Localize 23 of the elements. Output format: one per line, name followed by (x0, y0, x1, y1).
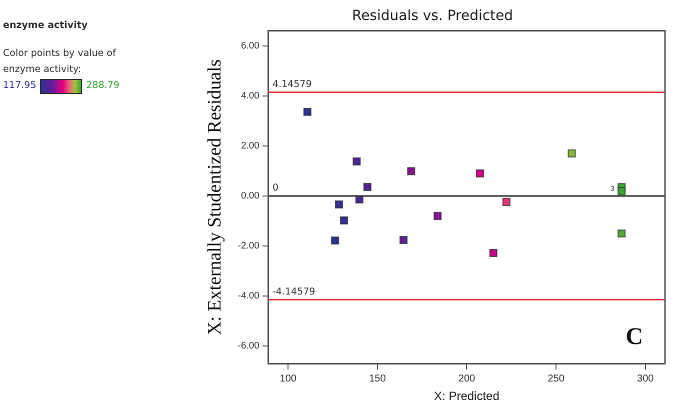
ref-line-label: 4.14579 (272, 78, 312, 90)
annotation: C (626, 324, 643, 350)
x-tick-label: 250 (548, 373, 565, 384)
legend-title: enzyme activity (3, 19, 89, 33)
chart-title: Residuals vs. Predicted (352, 8, 514, 24)
text: 288.79 (86, 79, 120, 93)
y-tick-label: 4.00 (240, 90, 260, 102)
y-tick-label: 0.00 (240, 190, 260, 202)
y-tick-label: 6.00 (240, 40, 260, 52)
ref-line-label: 0 (272, 182, 278, 194)
x-axis-title: X: Predicted (434, 389, 500, 404)
x-tick-label: 100 (280, 373, 297, 384)
x-tick-label: 150 (369, 373, 386, 384)
text: 117.95 (3, 79, 36, 93)
x-tick-label: 300 (637, 373, 654, 384)
x-tick-label: 200 (458, 373, 476, 384)
y-tick-label: -6.00 (238, 340, 260, 352)
y-tick-label: -2.00 (238, 240, 260, 252)
y-tick-label: -4.00 (238, 290, 260, 302)
y-tick-label: 2.00 (240, 140, 260, 152)
text: Color points by value of enzyme activity: (3, 47, 117, 77)
y-axis-title: X: Externally Studentized Residuals (204, 59, 226, 336)
ref-line-label: -4.14579 (272, 286, 316, 298)
